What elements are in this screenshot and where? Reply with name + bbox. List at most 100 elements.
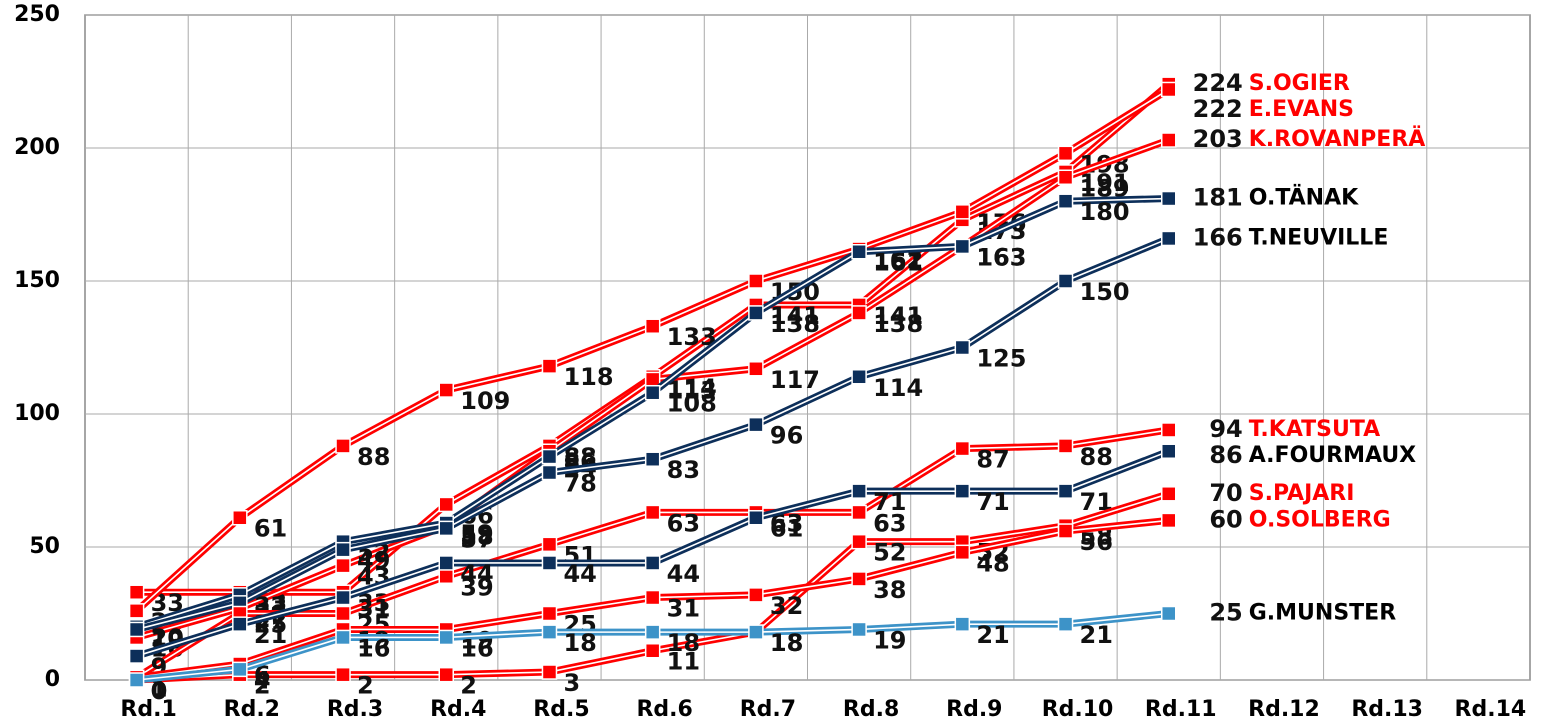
data-label: 138 [873,310,923,338]
data-label: 163 [976,243,1026,271]
data-label: 6 [254,661,271,689]
x-tick-label: Rd.6 [636,697,692,722]
data-label: 150 [1080,278,1130,306]
point-marker [1057,523,1074,539]
point-marker [1161,512,1177,529]
point-marker [1057,169,1074,186]
series [128,422,1177,686]
data-label: 63 [873,509,906,537]
end-value-label: 60 [1209,505,1242,533]
legend-label: E.EVANS [1249,97,1354,122]
point-marker [1161,132,1177,148]
point-marker [851,621,867,638]
legend-label: S.PAJARI [1249,481,1355,506]
point-marker [1057,273,1074,289]
data-label: 19 [460,626,493,654]
point-marker [644,589,661,606]
end-value-label: 224 [1193,69,1243,97]
data-label: 31 [667,595,700,623]
point-marker [748,587,764,603]
point-marker [335,666,351,683]
data-label: 163 [976,243,1026,271]
end-value-label: 25 [1209,599,1242,627]
data-label: 180 [1080,198,1130,226]
point-marker [954,483,971,499]
data-label: 19 [873,626,906,654]
data-label: 11 [667,648,700,676]
series [128,443,1177,664]
end-value-label: 70 [1209,479,1242,507]
data-label: 61 [254,515,287,543]
point-marker [438,568,454,585]
point-marker [748,509,764,526]
data-label: 21 [1080,621,1113,649]
point-marker [335,541,351,558]
x-tick-label: Rd.10 [1042,697,1114,722]
point-marker [128,621,145,638]
data-label: 21 [976,621,1009,649]
point-marker [541,624,558,640]
data-label: 39 [460,573,493,601]
y-tick-label: 50 [29,534,60,559]
point-marker [1057,438,1074,454]
legend-label: T.KATSUTA [1249,417,1380,442]
point-marker [644,504,661,521]
point-marker [438,666,454,683]
data-label: 96 [770,422,803,450]
point-marker [748,361,764,377]
point-marker [1161,81,1177,98]
data-label: 141 [770,302,820,330]
point-marker [954,440,971,457]
point-marker [128,584,145,600]
data-label: 44 [563,560,596,588]
point-marker [644,451,661,467]
point-marker [541,358,558,374]
data-label: 63 [667,509,700,537]
point-marker [748,305,764,321]
point-marker [954,339,971,356]
data-label: 18 [770,629,803,657]
data-label: 78 [563,470,596,498]
point-marker [541,605,558,622]
data-label: 114 [873,374,923,402]
data-label: 38 [873,576,906,604]
point-marker [438,555,454,571]
data-label: 108 [667,390,717,418]
point-marker [954,238,971,255]
data-label: 2 [460,672,477,700]
data-label: 32 [770,592,803,620]
point-marker [128,672,145,688]
point-marker [128,648,145,664]
point-marker [851,571,867,587]
point-marker [1161,230,1177,247]
end-value-label: 94 [1209,415,1242,443]
legend-label: G.MUNSTER [1249,601,1396,626]
series [128,230,1177,638]
series [128,605,1177,688]
point-marker [644,384,661,401]
data-label: 71 [976,488,1009,516]
data-label: 52 [873,539,906,567]
point-marker [748,416,764,433]
x-tick-label: Rd.13 [1351,697,1423,722]
x-tick-label: Rd.7 [740,697,796,722]
data-label: 56 [1080,528,1113,556]
data-label: 2 [357,672,374,700]
point-marker [851,533,867,550]
point-marker [851,504,867,521]
y-tick-label: 150 [14,268,60,293]
data-label: 31 [357,595,390,623]
data-label: 18 [667,629,700,657]
point-marker [1057,616,1074,632]
point-marker [1057,193,1074,209]
point-marker [748,624,764,640]
end-value-label: 166 [1193,223,1243,251]
point-marker [954,204,971,220]
data-label: 71 [873,488,906,516]
data-label: 0 [151,677,168,705]
data-label: 3 [563,669,580,697]
data-label: 59 [460,520,493,548]
data-label: 83 [667,456,700,484]
data-label: 58 [460,523,493,551]
x-tick-label: Rd.12 [1248,697,1320,722]
